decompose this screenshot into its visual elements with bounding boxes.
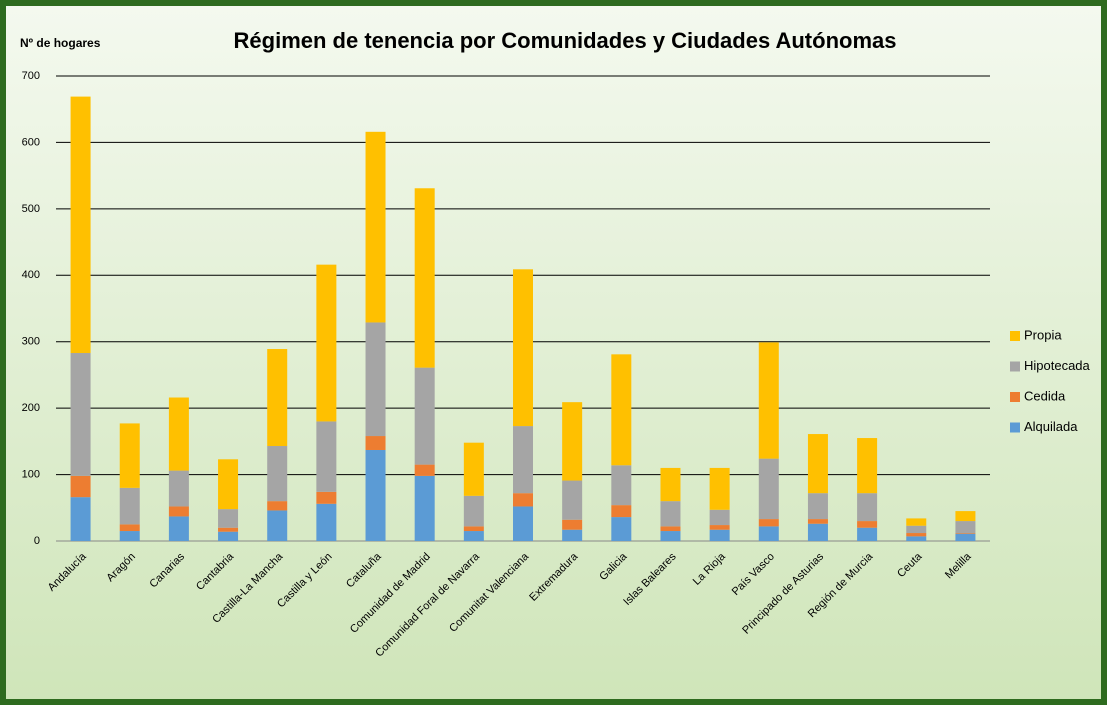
bar-segment	[316, 491, 337, 504]
bar-segment	[955, 521, 976, 534]
chart-title: Régimen de tenencia por Comunidades y Ci…	[234, 28, 897, 53]
legend-swatch	[1010, 392, 1020, 402]
bar-segment	[70, 96, 91, 354]
bar-segment	[611, 517, 632, 541]
legend-label: Propia	[1024, 327, 1062, 342]
legend-swatch	[1010, 422, 1020, 433]
y-tick-label: 400	[22, 269, 40, 281]
bar-segment	[709, 525, 730, 530]
bar-segment	[955, 533, 976, 534]
bar-segment	[857, 527, 878, 541]
bar-segment	[168, 506, 189, 517]
bar-segment	[365, 449, 386, 541]
y-tick-label: 0	[34, 535, 40, 547]
bar-segment	[463, 526, 484, 532]
bar-segment	[906, 525, 927, 534]
bar-segment	[807, 493, 828, 520]
bar-segment	[119, 524, 140, 532]
bar-segment	[611, 465, 632, 506]
bar-segment	[758, 342, 779, 459]
bar-segment	[660, 501, 681, 527]
bar-segment	[414, 367, 435, 465]
y-tick-label: 700	[22, 70, 40, 82]
bar-segment	[365, 131, 386, 323]
bar-segment	[365, 322, 386, 437]
legend-swatch	[1010, 361, 1020, 372]
legend-label: Hipotecada	[1024, 358, 1091, 373]
bar-segment	[316, 264, 337, 422]
bar-segment	[660, 467, 681, 502]
bar-segment	[709, 529, 730, 541]
bar-segment	[857, 493, 878, 522]
bar-segment	[316, 503, 337, 541]
bar-segment	[168, 470, 189, 507]
legend-swatch	[1010, 331, 1020, 341]
bar-segment	[267, 446, 288, 502]
bar-segment	[857, 438, 878, 494]
bar-segment	[562, 529, 583, 541]
bar-segment	[218, 531, 239, 541]
bar-segment	[70, 497, 91, 541]
bar-segment	[709, 509, 730, 526]
bar-segment	[611, 354, 632, 466]
bar-segment	[562, 480, 583, 520]
bar-segment	[513, 426, 533, 494]
bar-segment	[414, 464, 435, 476]
bar-segment	[758, 519, 779, 527]
bar-segment	[70, 353, 91, 476]
bar-segment	[660, 531, 681, 541]
bar-segment	[168, 397, 189, 471]
bar-segment	[168, 516, 189, 541]
bar-segment	[562, 519, 583, 530]
bar-segment	[807, 519, 828, 524]
y-tick-label: 600	[22, 136, 40, 148]
bar-segment	[660, 526, 681, 532]
y-tick-label: 300	[22, 336, 40, 348]
bar-segment	[906, 518, 927, 526]
bar-segment	[218, 509, 239, 528]
legend-label: Alquilada	[1024, 419, 1078, 434]
y-axis-label: Nº de hogares	[20, 36, 101, 50]
bar-segment	[365, 436, 386, 450]
bar-segment	[70, 475, 91, 498]
bar-segment	[513, 506, 533, 541]
bar-segment	[513, 493, 533, 507]
bar-segment	[218, 527, 239, 532]
bar-segment	[267, 349, 288, 447]
bar-segment	[414, 475, 435, 541]
bar-segment	[267, 510, 288, 541]
bar-segment	[955, 533, 976, 541]
bar-segment	[955, 511, 976, 522]
bar-segment	[513, 269, 533, 427]
bar-segment	[857, 521, 878, 528]
bar-segment	[119, 487, 140, 525]
bar-segment	[807, 523, 828, 541]
bar-segment	[906, 536, 927, 541]
bar-segment	[463, 495, 484, 527]
bar-segment	[119, 423, 140, 488]
y-tick-label: 100	[22, 468, 40, 480]
bar-segment	[218, 459, 239, 510]
bar-segment	[906, 533, 927, 537]
bar-segment	[611, 505, 632, 518]
bar-segment	[463, 442, 484, 496]
bar-segment	[267, 501, 288, 511]
bar-segment	[119, 531, 140, 541]
bar-segment	[463, 531, 484, 541]
bar-segment	[709, 467, 730, 510]
bar-segment	[562, 402, 583, 481]
bar-segment	[807, 434, 828, 494]
bar-segment	[316, 421, 337, 492]
bar-segment	[758, 458, 779, 520]
bar-segment	[414, 188, 435, 368]
legend-label: Cedida	[1024, 388, 1066, 403]
bar-segment	[758, 526, 779, 541]
y-tick-label: 200	[22, 402, 40, 414]
y-tick-label: 500	[22, 203, 40, 215]
